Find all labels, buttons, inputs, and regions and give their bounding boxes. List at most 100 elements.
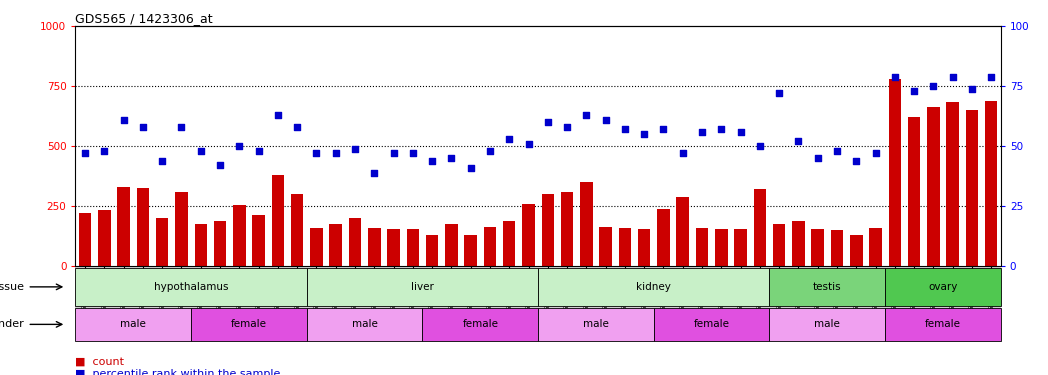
Text: liver: liver xyxy=(411,282,434,292)
Point xyxy=(540,119,556,125)
Bar xyxy=(581,182,592,266)
Bar xyxy=(850,235,863,266)
Point xyxy=(269,112,286,118)
Point xyxy=(616,126,633,132)
Text: hypothalamus: hypothalamus xyxy=(154,282,228,292)
Bar xyxy=(329,224,342,266)
Point xyxy=(790,138,807,144)
Point xyxy=(96,148,113,154)
Point xyxy=(905,88,922,94)
Bar xyxy=(886,308,1001,341)
Bar xyxy=(503,220,516,266)
Text: male: male xyxy=(121,320,147,329)
Text: male: male xyxy=(583,320,609,329)
Text: tissue: tissue xyxy=(0,282,24,292)
Bar xyxy=(156,218,169,266)
Bar xyxy=(599,226,612,266)
Point xyxy=(386,150,402,156)
Point xyxy=(655,126,672,132)
Bar xyxy=(715,229,727,266)
Bar xyxy=(735,229,747,266)
Point xyxy=(733,129,749,135)
Text: female: female xyxy=(231,320,267,329)
Point xyxy=(694,129,711,135)
Bar xyxy=(538,268,769,306)
Bar xyxy=(291,194,304,266)
Point xyxy=(770,90,787,96)
Text: ■  percentile rank within the sample: ■ percentile rank within the sample xyxy=(75,369,281,375)
Point xyxy=(77,150,93,156)
Point xyxy=(751,143,768,149)
Bar xyxy=(769,268,886,306)
Bar xyxy=(136,188,149,266)
Bar xyxy=(522,204,534,266)
Bar xyxy=(886,268,1001,306)
Point xyxy=(674,150,691,156)
Point xyxy=(327,150,344,156)
Bar xyxy=(908,117,920,266)
Point xyxy=(405,150,421,156)
Point xyxy=(250,148,267,154)
Bar xyxy=(772,224,785,266)
Point xyxy=(636,131,653,137)
Point xyxy=(867,150,883,156)
Point xyxy=(887,74,903,80)
Bar xyxy=(889,79,901,266)
Bar xyxy=(271,175,284,266)
Point xyxy=(154,158,171,164)
Point xyxy=(597,117,614,123)
Point xyxy=(983,74,1000,80)
Text: female: female xyxy=(462,320,498,329)
Bar xyxy=(831,230,844,266)
Point xyxy=(212,162,228,168)
Bar xyxy=(349,218,362,266)
Bar xyxy=(407,229,419,266)
Point xyxy=(193,148,210,154)
Point xyxy=(713,126,729,132)
Bar xyxy=(464,235,477,266)
Bar xyxy=(368,228,380,266)
Bar xyxy=(79,213,91,266)
Bar xyxy=(696,228,708,266)
Bar xyxy=(195,224,208,266)
Point xyxy=(809,155,826,161)
Bar xyxy=(946,102,959,266)
Bar xyxy=(811,229,824,266)
Bar xyxy=(754,189,766,266)
Point xyxy=(963,86,980,92)
Text: gender: gender xyxy=(0,320,24,329)
Text: kidney: kidney xyxy=(636,282,672,292)
Bar xyxy=(542,194,554,266)
Point xyxy=(443,155,460,161)
Bar xyxy=(676,196,689,266)
Bar xyxy=(75,308,191,341)
Bar xyxy=(310,228,323,266)
Bar xyxy=(965,110,978,266)
Point xyxy=(848,158,865,164)
Point xyxy=(231,143,247,149)
Bar xyxy=(618,228,631,266)
Point xyxy=(173,124,190,130)
Bar xyxy=(99,210,111,266)
Bar xyxy=(75,266,1001,314)
Bar xyxy=(307,268,538,306)
Point xyxy=(482,148,499,154)
Point xyxy=(829,148,846,154)
Point xyxy=(462,165,479,171)
Bar xyxy=(117,187,130,266)
Point xyxy=(308,150,325,156)
Point xyxy=(577,112,594,118)
Bar xyxy=(769,308,886,341)
Bar xyxy=(175,192,188,266)
Point xyxy=(134,124,151,130)
Text: male: male xyxy=(814,320,840,329)
Bar xyxy=(657,209,670,266)
Bar xyxy=(307,308,422,341)
Point xyxy=(501,136,518,142)
Point xyxy=(925,83,942,89)
Bar xyxy=(191,308,307,341)
Text: female: female xyxy=(925,320,961,329)
Text: male: male xyxy=(352,320,377,329)
Bar xyxy=(927,106,940,266)
Text: ■  count: ■ count xyxy=(75,356,125,366)
